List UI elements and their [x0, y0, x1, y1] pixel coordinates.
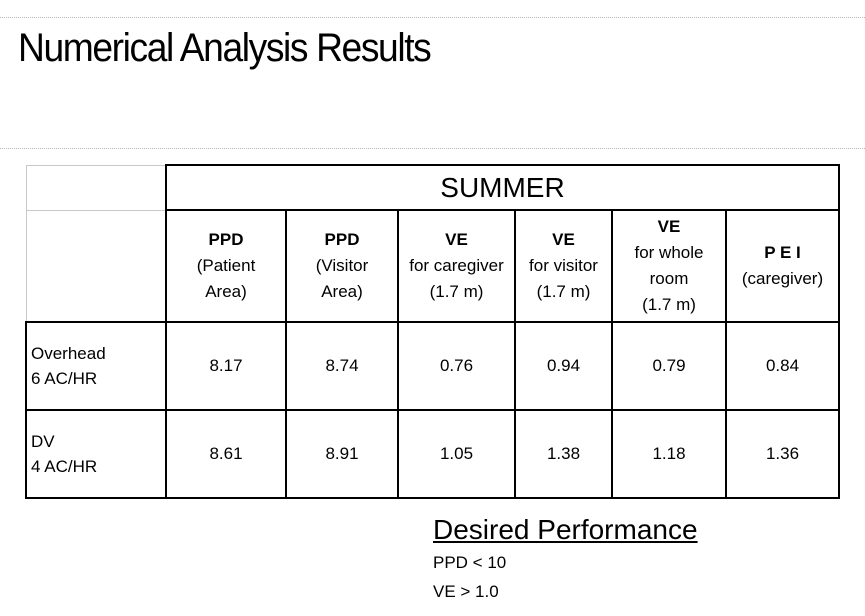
column-sub: for whole — [634, 243, 704, 262]
table-cell: 0.94 — [514, 321, 613, 411]
table-cell: 0.76 — [397, 321, 516, 411]
table-row: Overhead 6 AC/HR 8.17 8.74 0.76 0.94 0.7… — [25, 321, 840, 411]
table-cell: 8.91 — [285, 409, 399, 499]
table-cell: 1.05 — [397, 409, 516, 499]
column-sub: for caregiver — [409, 256, 504, 275]
column-header-pei-caregiver: P E I (caregiver) — [725, 209, 840, 323]
column-name: VE — [657, 217, 681, 236]
column-sub: (1.7 m) — [536, 282, 591, 301]
row-label-line: 6 AC/HR — [31, 369, 98, 388]
table-cell: 1.18 — [611, 409, 727, 499]
column-sub: (Patient — [196, 256, 256, 275]
column-header-ve-visitor: VE for visitor (1.7 m) — [514, 209, 613, 323]
row-label-line: 4 AC/HR — [31, 457, 98, 476]
column-name: P E I — [764, 243, 801, 262]
column-sub: Area) — [321, 282, 363, 301]
column-sub: for visitor — [529, 256, 598, 275]
row-label-line: DV — [31, 432, 55, 451]
column-sub: Area) — [205, 282, 247, 301]
column-sub: (Visitor — [315, 256, 369, 275]
table-corner-top — [25, 164, 167, 211]
desired-item: VE > 1.0 — [433, 582, 499, 601]
column-name: PPD — [208, 230, 244, 249]
table-cell: 1.38 — [514, 409, 613, 499]
title-divider — [0, 148, 865, 149]
column-header-ve-caregiver: VE for caregiver (1.7 m) — [397, 209, 516, 323]
results-table: SUMMER PPD (Patient Area) PPD (Visitor A… — [25, 164, 840, 499]
row-label: Overhead 6 AC/HR — [25, 321, 167, 411]
column-header-ppd-visitor: PPD (Visitor Area) — [285, 209, 399, 323]
table-cell: 0.84 — [725, 321, 840, 411]
desired-item: PPD < 10 — [433, 553, 507, 572]
column-name: VE — [445, 230, 468, 249]
column-header-ppd-patient: PPD (Patient Area) — [165, 209, 287, 323]
row-label: DV 4 AC/HR — [25, 409, 167, 499]
column-sub: room — [649, 269, 689, 288]
column-sub: (caregiver) — [741, 269, 824, 288]
top-divider — [0, 17, 865, 18]
table-cell: 8.74 — [285, 321, 399, 411]
column-header-ve-whole-room: VE for whole room (1.7 m) — [611, 209, 727, 323]
table-cell: 8.17 — [165, 321, 287, 411]
table-cell: 0.79 — [611, 321, 727, 411]
column-sub: (1.7 m) — [642, 295, 696, 314]
desired-performance: Desired Performance PPD < 10 VE > 1.0 — [433, 512, 698, 606]
page-title: Numerical Analysis Results — [18, 26, 432, 70]
table-cell: 1.36 — [725, 409, 840, 499]
table-row: DV 4 AC/HR 8.61 8.91 1.05 1.38 1.18 1.36 — [25, 409, 840, 499]
column-name: VE — [552, 230, 575, 249]
table-cell: 8.61 — [165, 409, 287, 499]
column-sub: (1.7 m) — [429, 282, 484, 301]
column-name: PPD — [324, 230, 360, 249]
row-label-line: Overhead — [31, 344, 106, 363]
season-header: SUMMER — [165, 164, 840, 211]
desired-performance-title: Desired Performance — [433, 514, 698, 545]
table-corner — [25, 209, 167, 323]
